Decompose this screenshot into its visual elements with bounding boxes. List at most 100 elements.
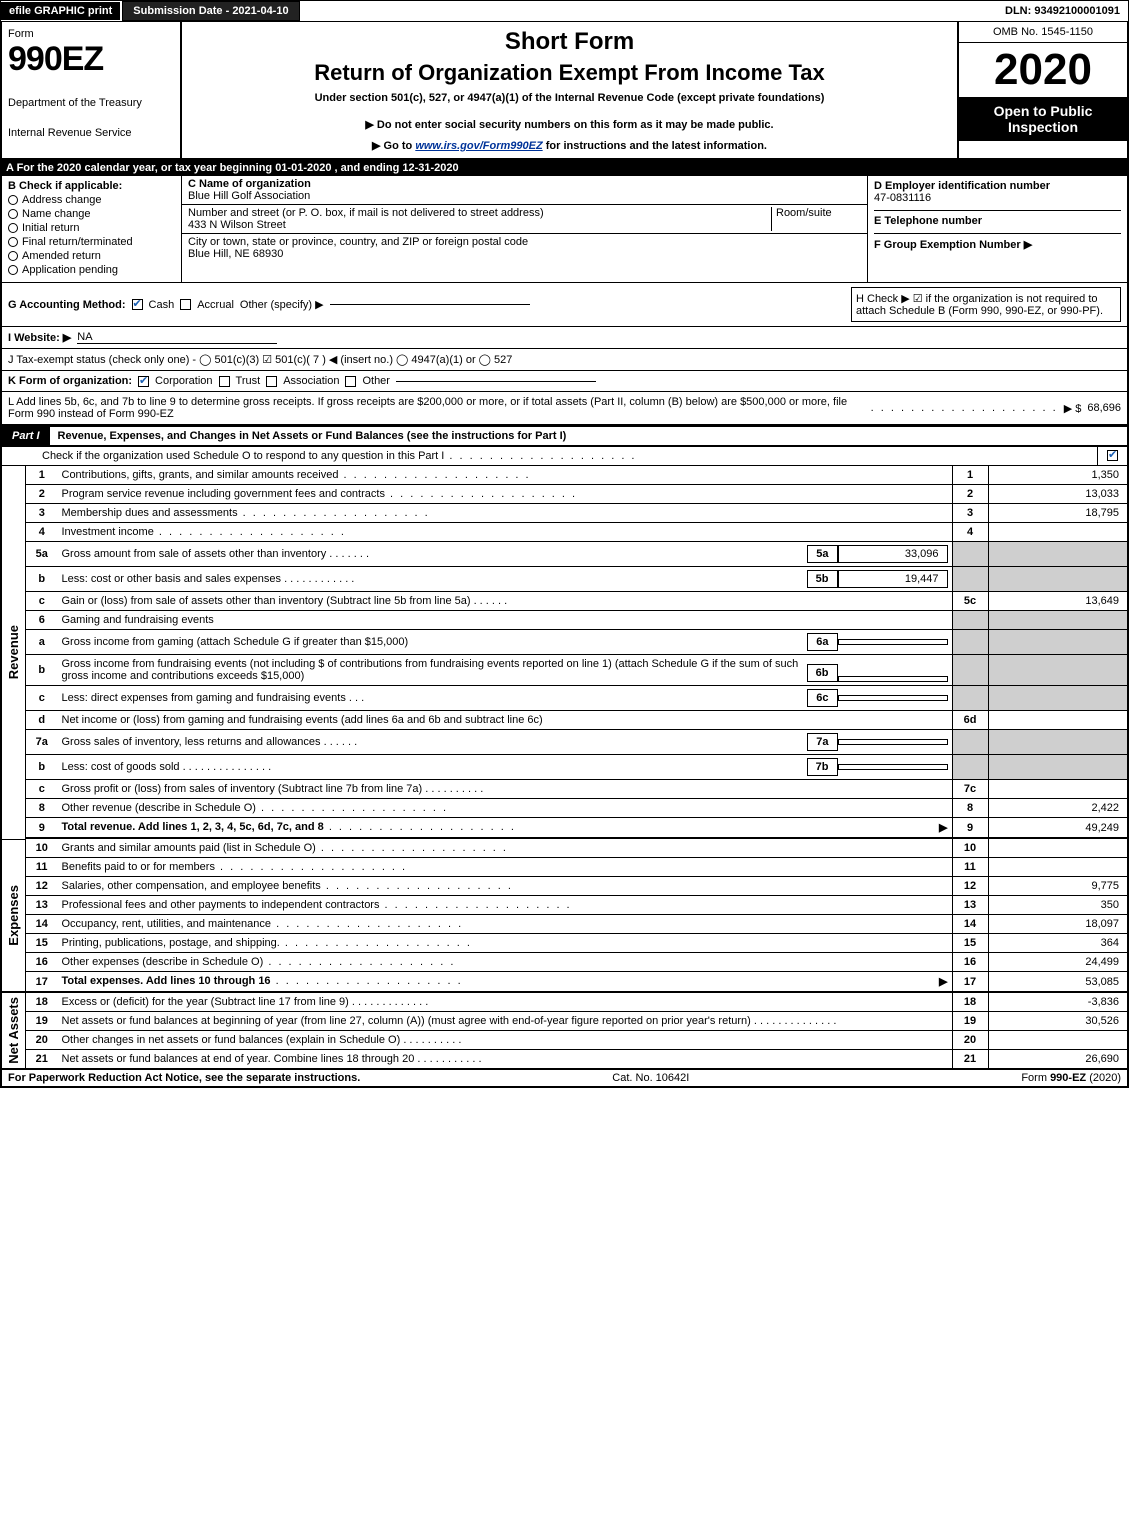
chk-trust[interactable] (219, 376, 230, 387)
table-row: 14Occupancy, rent, utilities, and mainte… (1, 915, 1128, 934)
other-specify-field[interactable] (330, 304, 530, 305)
trust-label: Trust (236, 375, 261, 387)
h-checkbox-note: H Check ▶ ☑ if the organization is not r… (851, 287, 1121, 322)
telephone-label: E Telephone number (874, 215, 1121, 227)
chk-application-pending[interactable]: Application pending (8, 264, 175, 276)
table-row: 11Benefits paid to or for members11 (1, 858, 1128, 877)
i-row: I Website: ▶ NA (0, 327, 1129, 349)
revenue-side-label: Revenue (6, 625, 21, 679)
org-name: Blue Hill Golf Association (188, 190, 861, 202)
section-c: C Name of organization Blue Hill Golf As… (182, 176, 867, 282)
chk-cash[interactable] (132, 299, 143, 310)
omb-number: OMB No. 1545-1150 (959, 22, 1127, 43)
tax-year: 2020 (959, 43, 1127, 97)
table-row: 5aGross amount from sale of assets other… (1, 542, 1128, 567)
city-label: City or town, state or province, country… (188, 236, 861, 248)
k-row: K Form of organization: Corporation Trus… (0, 371, 1129, 392)
form-header: Form 990EZ Department of the Treasury In… (0, 22, 1129, 160)
other-org-field[interactable] (396, 381, 596, 382)
submission-date-button[interactable]: Submission Date - 2021-04-10 (122, 1, 299, 21)
chk-final-return[interactable]: Final return/terminated (8, 236, 175, 248)
table-row: 6Gaming and fundraising events (1, 611, 1128, 630)
table-row: cLess: direct expenses from gaming and f… (1, 686, 1128, 711)
table-row: 16Other expenses (describe in Schedule O… (1, 953, 1128, 972)
part-1-tab: Part I (2, 427, 50, 445)
chk-initial-return[interactable]: Initial return (8, 222, 175, 234)
table-row: 9Total revenue. Add lines 1, 2, 3, 4, 5c… (1, 818, 1128, 839)
schedule-o-check-text: Check if the organization used Schedule … (2, 447, 1097, 465)
header-center: Short Form Return of Organization Exempt… (182, 22, 957, 158)
table-row: Expenses 10Grants and similar amounts pa… (1, 839, 1128, 858)
g-label: G Accounting Method: (8, 299, 126, 311)
section-a-bar: A For the 2020 calendar year, or tax yea… (0, 160, 1129, 176)
c-name-label: C Name of organization (188, 178, 861, 190)
website-label: I Website: ▶ (8, 331, 71, 344)
city-value: Blue Hill, NE 68930 (188, 248, 861, 260)
table-row: bGross income from fundraising events (n… (1, 655, 1128, 686)
under-section-text: Under section 501(c), 527, or 4947(a)(1)… (188, 92, 951, 104)
form-tag: Form 990-EZ (2020) (1021, 1072, 1121, 1084)
efile-print-button[interactable]: efile GRAPHIC print (1, 2, 120, 20)
chk-association[interactable] (266, 376, 277, 387)
header-right: OMB No. 1545-1150 2020 Open to Public In… (957, 22, 1127, 158)
chk-other-org[interactable] (345, 376, 356, 387)
table-row: dNet income or (loss) from gaming and fu… (1, 711, 1128, 730)
corp-label: Corporation (155, 375, 212, 387)
table-row: cGain or (loss) from sale of assets othe… (1, 592, 1128, 611)
return-title: Return of Organization Exempt From Incom… (188, 60, 951, 86)
table-row: cGross profit or (loss) from sales of in… (1, 780, 1128, 799)
g-row: G Accounting Method: Cash Accrual Other … (0, 283, 1129, 327)
other-specify-label: Other (specify) ▶ (240, 298, 324, 311)
footer: For Paperwork Reduction Act Notice, see … (0, 1070, 1129, 1088)
website-value: NA (77, 331, 277, 344)
ssn-notice: ▶ Do not enter social security numbers o… (188, 118, 951, 131)
table-row: 8Other revenue (describe in Schedule O)8… (1, 799, 1128, 818)
l-dots (871, 402, 1058, 414)
ein-label: D Employer identification number (874, 180, 1121, 192)
table-row: 21Net assets or fund balances at end of … (1, 1050, 1128, 1070)
table-row: Revenue 1 Contributions, gifts, grants, … (1, 466, 1128, 485)
chk-accrual[interactable] (180, 299, 191, 310)
table-row: 15Printing, publications, postage, and s… (1, 934, 1128, 953)
table-row: bLess: cost of goods sold . . . . . . . … (1, 755, 1128, 780)
chk-address-change[interactable]: Address change (8, 194, 175, 206)
irs-link[interactable]: www.irs.gov/Form990EZ (415, 140, 542, 152)
k-label: K Form of organization: (8, 375, 132, 387)
part-1-header: Part I Revenue, Expenses, and Changes in… (0, 426, 1129, 447)
short-form-title: Short Form (188, 28, 951, 56)
goto-pre: ▶ Go to (372, 140, 415, 152)
dln-label: DLN: 93492100001091 (997, 2, 1128, 20)
cat-no: Cat. No. 10642I (612, 1072, 689, 1084)
accrual-label: Accrual (197, 299, 234, 311)
table-row: 20Other changes in net assets or fund ba… (1, 1031, 1128, 1050)
room-suite-label: Room/suite (771, 207, 861, 231)
l-amount-label: ▶ $ (1064, 402, 1082, 415)
table-row: 12Salaries, other compensation, and empl… (1, 877, 1128, 896)
table-row: 4Investment income4 (1, 523, 1128, 542)
top-bar: efile GRAPHIC print Submission Date - 20… (0, 0, 1129, 22)
l-text: L Add lines 5b, 6c, and 7b to line 9 to … (8, 396, 865, 420)
assoc-label: Association (283, 375, 339, 387)
table-row: 3Membership dues and assessments318,795 (1, 504, 1128, 523)
table-row: 17Total expenses. Add lines 10 through 1… (1, 972, 1128, 993)
chk-schedule-o[interactable] (1107, 450, 1118, 461)
dept-treasury: Department of the Treasury (8, 97, 174, 109)
header-left: Form 990EZ Department of the Treasury In… (2, 22, 182, 158)
b-title: B Check if applicable: (8, 180, 175, 192)
part-1-title: Revenue, Expenses, and Changes in Net As… (50, 427, 1127, 445)
l-row: L Add lines 5b, 6c, and 7b to line 9 to … (0, 392, 1129, 426)
table-row: bLess: cost or other basis and sales exp… (1, 567, 1128, 592)
group-exemption-label: F Group Exemption Number ▶ (874, 238, 1121, 251)
paperwork-notice: For Paperwork Reduction Act Notice, see … (8, 1072, 360, 1084)
street-label: Number and street (or P. O. box, if mail… (188, 207, 771, 219)
street-value: 433 N Wilson Street (188, 219, 771, 231)
dept-irs: Internal Revenue Service (8, 127, 174, 139)
other-org-label: Other (362, 375, 390, 387)
l-amount: 68,696 (1087, 402, 1121, 414)
chk-amended-return[interactable]: Amended return (8, 250, 175, 262)
form-word: Form (8, 28, 174, 40)
chk-corporation[interactable] (138, 376, 149, 387)
chk-name-change[interactable]: Name change (8, 208, 175, 220)
schedule-o-checkbox-cell (1097, 447, 1127, 465)
goto-line: ▶ Go to www.irs.gov/Form990EZ for instru… (188, 139, 951, 152)
